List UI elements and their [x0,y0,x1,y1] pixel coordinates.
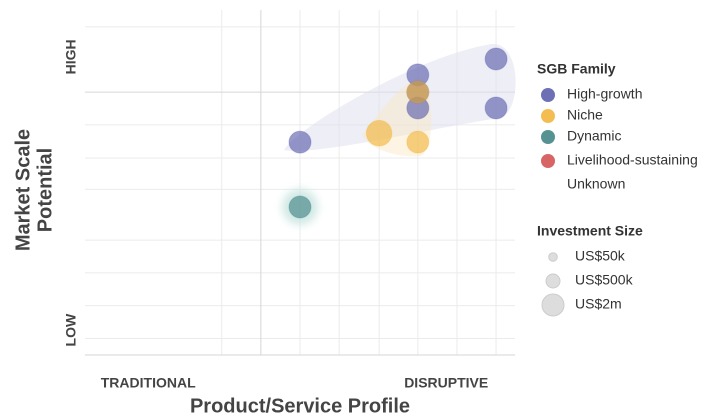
y-axis-title: Potential [34,148,56,232]
legend-title: SGB Family [537,61,616,77]
legend-swatch [541,88,555,102]
legend-swatch [541,130,555,144]
point [406,80,430,104]
point [288,130,312,154]
size-legend-label: US$500k [575,272,634,288]
legend-swatch [541,109,555,123]
size-legend-swatch [548,252,558,262]
y-axis-title: Market Scale [12,129,34,251]
high-growth-hull [284,43,516,151]
x-tick-label: TRADITIONAL [101,375,196,391]
x-tick-label: DISRUPTIVE [404,375,488,391]
size-legend-label: US$2m [575,296,622,312]
point [484,96,508,120]
y-tick-label: HIGH [63,39,79,74]
legend-label: Dynamic [567,128,621,144]
legend-swatch [541,154,555,168]
y-tick-label: LOW [63,313,79,346]
point [484,47,508,71]
point [288,195,312,219]
legend-label: High-growth [567,86,642,102]
size-legend-swatch [545,273,561,289]
point [365,119,393,147]
marks [288,47,508,219]
legend-label: Niche [567,107,603,123]
size-legend-label: US$50k [575,248,626,264]
point [406,130,430,154]
x-axis-title: Product/Service Profile [190,395,410,417]
size-legend-title: Investment Size [537,223,643,239]
size-legend-swatch [541,293,565,317]
legend-label: Unknown [567,176,625,192]
legend-label: Livelihood-sustaining [567,152,698,168]
